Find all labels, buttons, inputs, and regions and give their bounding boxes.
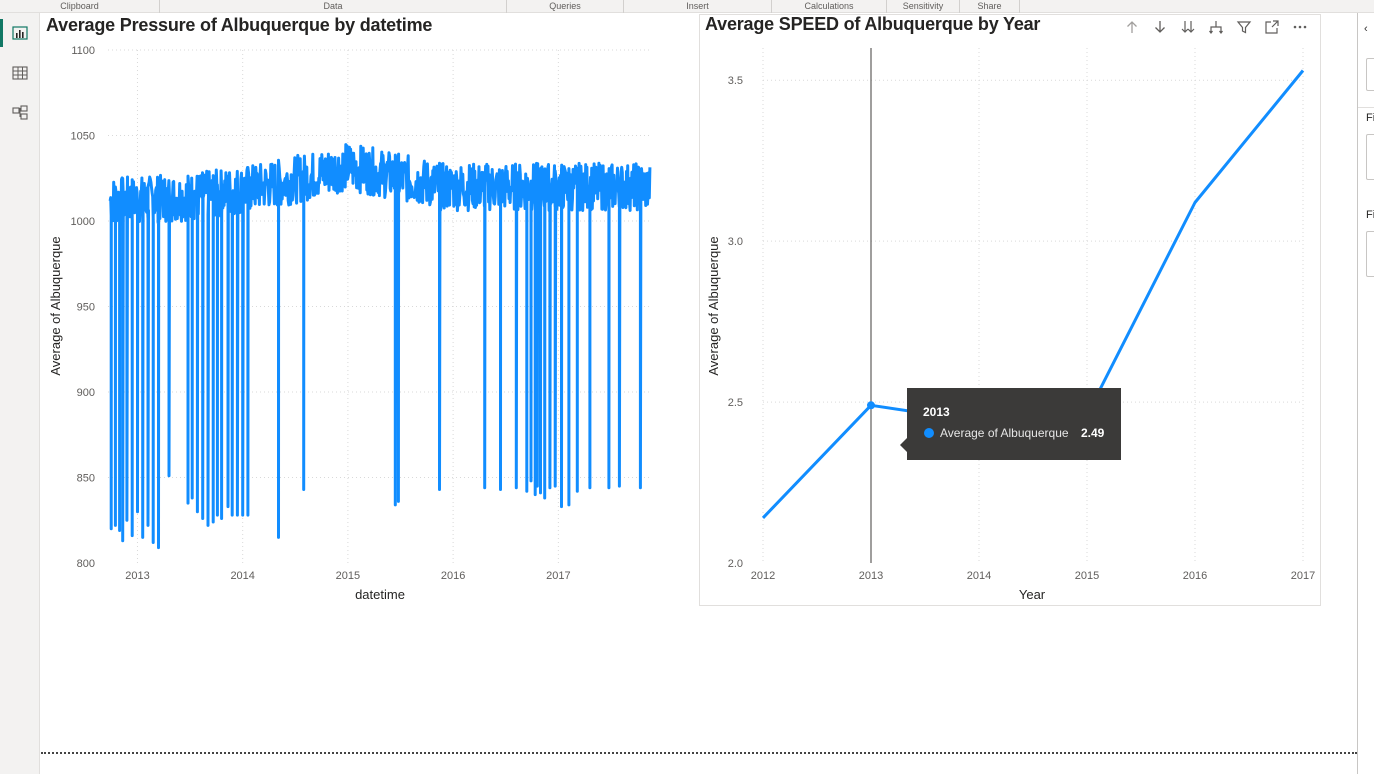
ribbon-group-insert: Insert — [624, 0, 772, 13]
expand-hierarchy-icon[interactable] — [1206, 18, 1225, 36]
visual-header-toolbar — [1122, 18, 1309, 36]
ribbon-group-data: Data — [160, 0, 507, 13]
report-view-button[interactable] — [0, 15, 40, 51]
speed-chart-title: Average SPEED of Albuquerque by Year — [705, 14, 1041, 34]
speed-visual-container[interactable] — [699, 14, 1321, 606]
filter-drop-zone[interactable] — [1366, 134, 1374, 180]
more-options-icon[interactable] — [1290, 18, 1309, 36]
tooltip-label: Average of Albuquerque — [940, 426, 1069, 440]
page-boundary-line — [41, 752, 1357, 754]
chevron-left-icon[interactable]: ‹ — [1364, 23, 1368, 35]
focus-mode-icon[interactable] — [1262, 18, 1281, 36]
arrow-up-icon[interactable] — [1122, 18, 1141, 36]
ribbon-group-labels: Clipboard Data Queries Insert Calculatio… — [0, 0, 1374, 13]
ribbon-group-queries: Queries — [507, 0, 624, 13]
pressure-chart-title: Average Pressure of Albuquerque by datet… — [46, 15, 433, 35]
ribbon-group-calculations: Calculations — [772, 0, 887, 13]
data-point-tooltip: 2013 Average of Albuquerque 2.49 — [900, 388, 1121, 460]
tooltip-title: 2013 — [923, 405, 950, 419]
table-view-button[interactable] — [0, 55, 40, 91]
filters-section-label-2: Fi — [1366, 209, 1374, 221]
tooltip-legend-dot-icon — [924, 428, 934, 438]
model-view-button[interactable] — [0, 95, 40, 131]
filter-drop-zone-2[interactable] — [1366, 231, 1374, 277]
tooltip-value: 2.49 — [1081, 426, 1105, 440]
filters-pane: ‹ Fi Fi — [1357, 13, 1374, 774]
filter-icon[interactable] — [1234, 18, 1253, 36]
bar-chart-icon — [12, 26, 28, 40]
ribbon-group-sensitivity: Sensitivity — [887, 0, 960, 13]
table-grid-icon — [12, 66, 28, 80]
model-diagram-icon — [12, 105, 28, 120]
arrow-down-icon[interactable] — [1150, 18, 1169, 36]
pane-divider — [1358, 107, 1374, 108]
search-field[interactable] — [1366, 58, 1374, 91]
filters-section-label: Fi — [1366, 112, 1374, 124]
double-arrow-down-icon[interactable] — [1178, 18, 1197, 36]
ribbon-group-clipboard: Clipboard — [0, 0, 160, 13]
view-switcher-rail — [0, 13, 40, 774]
ribbon-group-share: Share — [960, 0, 1020, 13]
